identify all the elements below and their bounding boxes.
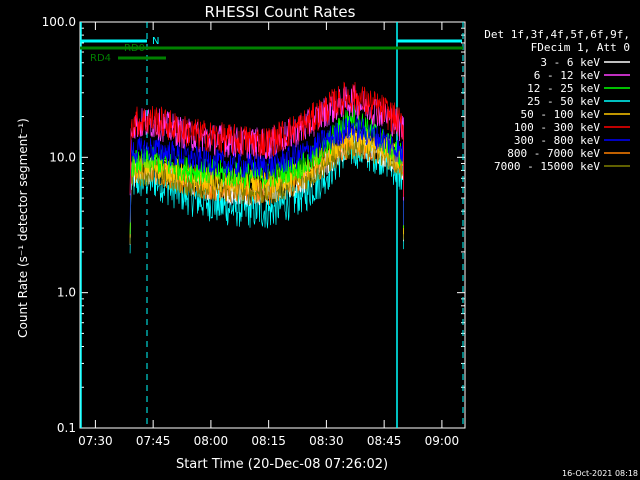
series-line [129, 81, 404, 197]
night-flag-label: N [152, 36, 159, 47]
x-tick-label: 07:45 [136, 434, 171, 448]
legend-entry-label: 7000 - 15000 keV [494, 160, 600, 173]
series-line [129, 115, 404, 226]
legend-entry-label: 6 - 12 keV [534, 69, 601, 82]
x-tick-label: 07:30 [78, 434, 113, 448]
legend-entry-label: 800 - 7000 keV [507, 147, 600, 160]
y-tick-label: 100.0 [42, 15, 76, 29]
y-tick-label: 0.1 [57, 421, 76, 435]
x-tick-label: 08:45 [367, 434, 402, 448]
legend-entry-label: 3 - 6 keV [540, 56, 600, 69]
rd0-flag-label: RD0 [124, 43, 145, 54]
plot-frame [79, 21, 466, 429]
legend-entry-label: 50 - 100 keV [521, 108, 601, 121]
y-axis-label: Count Rate (s⁻¹ detector segment⁻¹) [16, 118, 30, 338]
x-tick-label: 08:15 [251, 434, 286, 448]
rd4-flag-label: RD4 [90, 53, 111, 64]
y-tick-label: 1.0 [57, 286, 76, 300]
legend-entry-label: 300 - 800 keV [514, 134, 600, 147]
footer-timestamp: 16-Oct-2021 08:18 [562, 469, 638, 478]
chart-title: RHESSI Count Rates [205, 3, 356, 21]
x-tick-label: 09:00 [425, 434, 460, 448]
x-tick-label: 08:30 [309, 434, 344, 448]
legend-header-line-2: FDecim 1, Att 0 [531, 41, 630, 54]
legend-entry-label: 25 - 50 keV [527, 95, 600, 108]
x-axis-label: Start Time (20-Dec-08 07:26:02) [176, 457, 388, 472]
plot-area: RD0 RD4 N [79, 21, 466, 429]
legend-entry-label: 100 - 300 keV [514, 121, 600, 134]
x-tick-label: 08:00 [194, 434, 229, 448]
legend-entry-label: 12 - 25 keV [527, 82, 600, 95]
y-tick-label: 10.0 [49, 150, 76, 164]
series-line [129, 125, 404, 238]
legend-header-line-1: Det 1f,3f,4f,5f,6f,9f, [484, 28, 630, 41]
legend: Det 1f,3f,4f,5f,6f,9f, FDecim 1, Att 0 3… [484, 28, 630, 173]
